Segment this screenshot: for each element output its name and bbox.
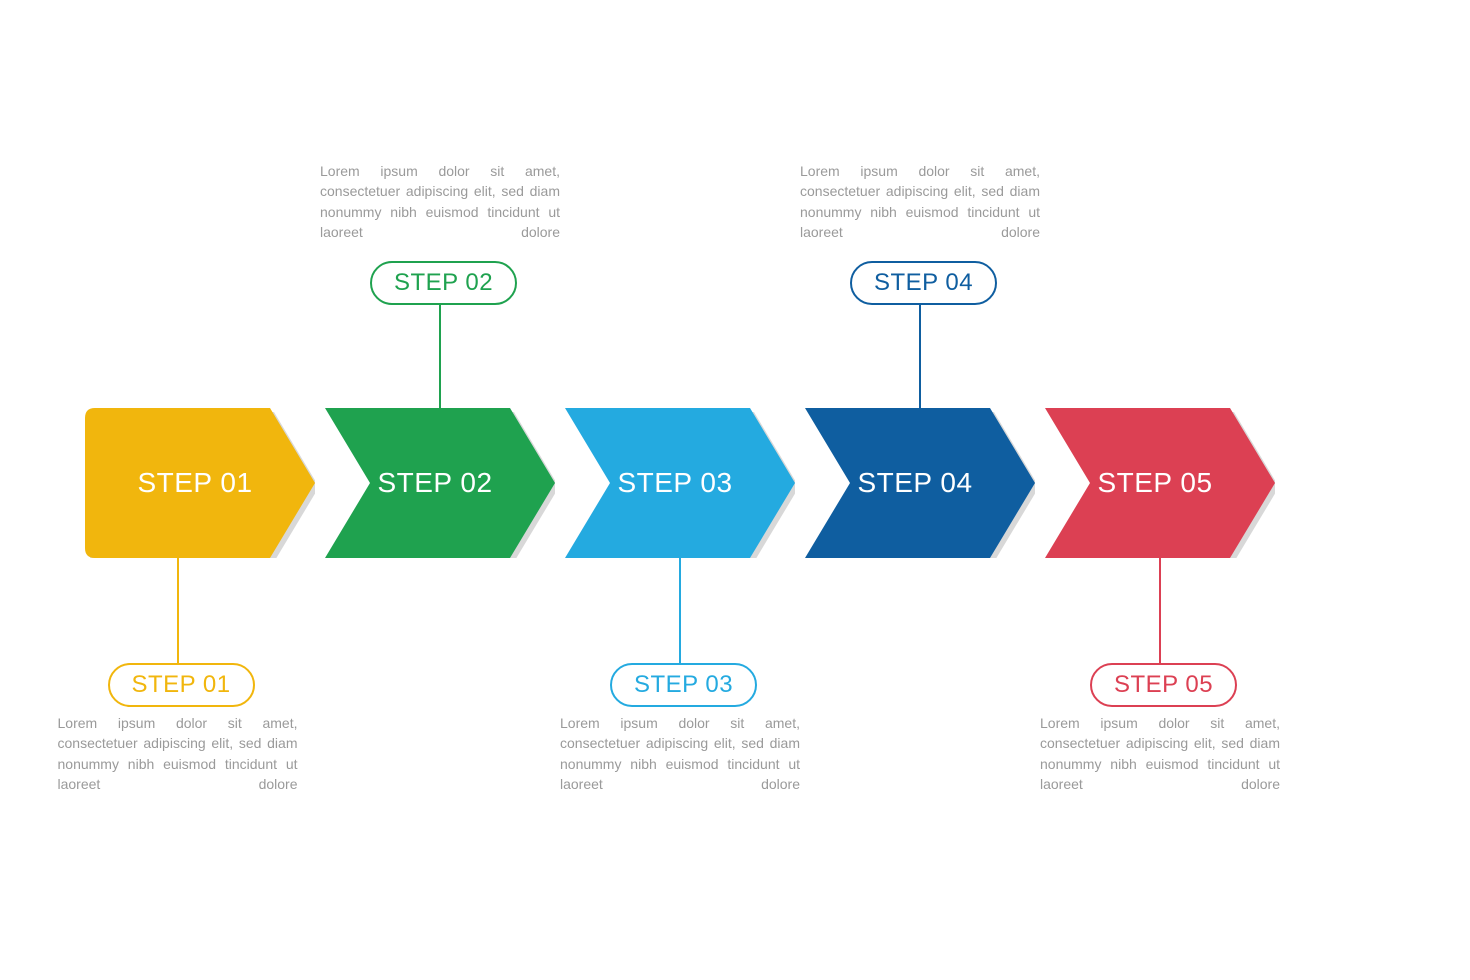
description-step4: Lorem ipsum dolor sit amet, consectetuer…	[800, 161, 1040, 242]
arrow-step1: STEP 01	[85, 408, 315, 558]
arrow-step2: STEP 02	[325, 408, 555, 558]
pill-step4: STEP 04	[850, 261, 997, 305]
arrow-label-step1: STEP 01	[137, 467, 262, 499]
connector-step1	[177, 558, 179, 663]
description-step2: Lorem ipsum dolor sit amet, consectetuer…	[320, 161, 560, 242]
arrow-label-step3: STEP 03	[617, 467, 742, 499]
arrow-step5: STEP 05	[1045, 408, 1275, 558]
pill-step2: STEP 02	[370, 261, 517, 305]
pill-step5: STEP 05	[1090, 663, 1237, 707]
arrow-step4: STEP 04	[805, 408, 1035, 558]
pill-step3: STEP 03	[610, 663, 757, 707]
description-step1: Lorem ipsum dolor sit amet, consectetuer…	[58, 713, 298, 794]
arrow-label-step4: STEP 04	[857, 467, 982, 499]
connector-step3	[679, 558, 681, 663]
connector-step2	[439, 303, 441, 408]
connector-step4	[919, 303, 921, 408]
pill-step1: STEP 01	[108, 663, 255, 707]
connector-step5	[1159, 558, 1161, 663]
arrow-label-step5: STEP 05	[1097, 467, 1222, 499]
description-step5: Lorem ipsum dolor sit amet, consectetuer…	[1040, 713, 1280, 794]
description-step3: Lorem ipsum dolor sit amet, consectetuer…	[560, 713, 800, 794]
arrow-step3: STEP 03	[565, 408, 795, 558]
arrow-label-step2: STEP 02	[377, 467, 502, 499]
infographic-canvas: STEP 01 STEP 02 STEP 03 STEP 04 STEP 05 …	[0, 0, 1470, 980]
